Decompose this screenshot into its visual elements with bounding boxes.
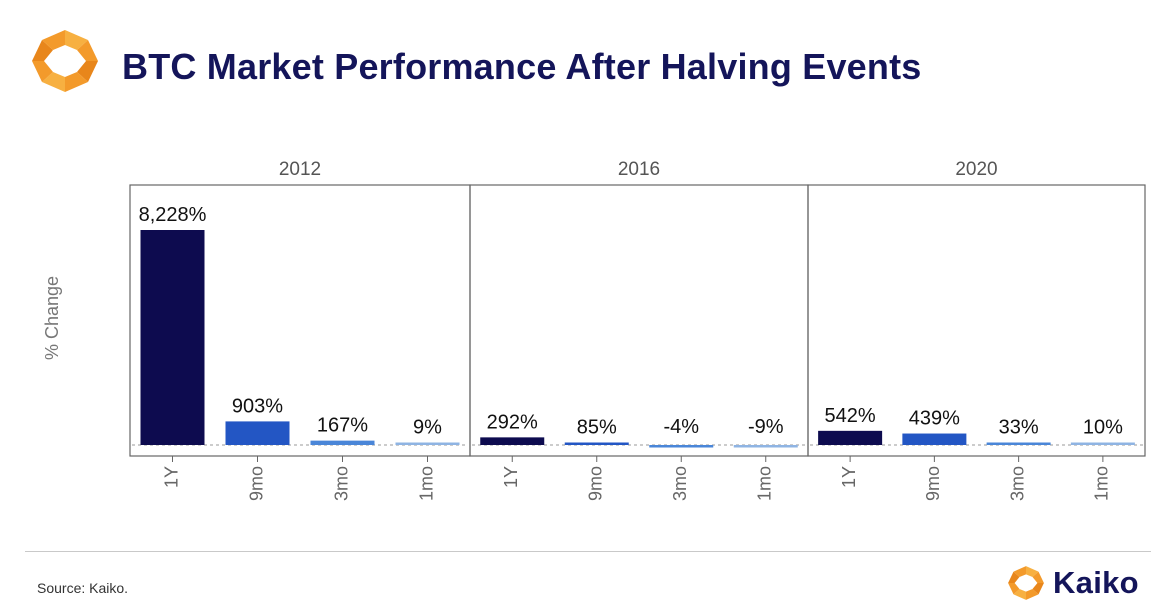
page-title: BTC Market Performance After Halving Eve… xyxy=(122,46,922,87)
x-tick-label-2012-1Y: 1Y xyxy=(161,466,181,488)
facet-title-2016: 2016 xyxy=(618,159,660,180)
bar-2020-9mo xyxy=(902,433,967,445)
x-tick-label-2012-3mo: 3mo xyxy=(331,466,351,501)
data-label-2016-1Y: 292% xyxy=(487,411,538,433)
bar-2016-9mo xyxy=(564,442,629,445)
data-label-2012-3mo: 167% xyxy=(317,415,368,437)
bar-2020-1Y xyxy=(818,430,883,445)
x-tick-label-2016-9mo: 9mo xyxy=(586,466,606,501)
bar-2020-3mo xyxy=(986,442,1051,445)
data-label-2016-9mo: 85% xyxy=(577,417,617,439)
bar-2020-1mo xyxy=(1070,442,1135,445)
bar-2012-3mo xyxy=(310,440,375,445)
bar-2012-1mo xyxy=(395,442,460,445)
brand-name: Kaiko xyxy=(1053,565,1139,600)
bar-2012-9mo xyxy=(225,421,290,445)
x-tick-label-2016-3mo: 3mo xyxy=(670,466,690,501)
x-tick-label-2016-1mo: 1mo xyxy=(755,466,775,501)
x-tick-label-2020-1mo: 1mo xyxy=(1092,466,1112,501)
facet-title-2020: 2020 xyxy=(955,159,997,180)
x-tick-label-2020-3mo: 3mo xyxy=(1007,466,1027,501)
x-tick-label-2016-1Y: 1Y xyxy=(501,466,521,488)
bar-2012-1Y xyxy=(140,230,205,445)
data-label-2016-1mo: -9% xyxy=(748,416,784,438)
source-note: Source: Kaiko. xyxy=(37,580,129,596)
footer-divider xyxy=(25,551,1151,552)
data-label-2020-9mo: 439% xyxy=(909,408,960,430)
x-tick-label-2012-1mo: 1mo xyxy=(416,466,436,501)
x-tick-label-2012-9mo: 9mo xyxy=(246,466,266,501)
facet-panel-2020 xyxy=(807,184,1146,457)
data-label-2016-3mo: -4% xyxy=(663,416,699,438)
halving-performance-chart: % Change 2012 8,228% 1Y 903% 9mo 167% 3mo 9% 1mo 2… xyxy=(42,159,1146,501)
data-label-2012-9mo: 903% xyxy=(232,395,283,417)
x-tick-label-2020-1Y: 1Y xyxy=(839,466,859,488)
bar-2016-1mo xyxy=(733,445,798,448)
bar-2016-3mo xyxy=(649,445,714,448)
data-label-2020-1mo: 10% xyxy=(1083,417,1123,439)
data-label-2020-1Y: 542% xyxy=(825,405,876,427)
data-label-2020-3mo: 33% xyxy=(999,417,1039,439)
kaiko-logo-icon xyxy=(32,30,98,92)
x-tick-label-2020-9mo: 9mo xyxy=(923,466,943,501)
data-label-2012-1mo: 9% xyxy=(413,417,442,439)
facet-title-2012: 2012 xyxy=(279,159,321,180)
bar-2016-1Y xyxy=(480,437,545,445)
data-label-2012-1Y: 8,228% xyxy=(139,204,207,226)
brand-logo: Kaiko xyxy=(1007,563,1139,603)
y-axis-label: % Change xyxy=(42,276,62,360)
kaiko-logo-icon xyxy=(1008,566,1044,600)
